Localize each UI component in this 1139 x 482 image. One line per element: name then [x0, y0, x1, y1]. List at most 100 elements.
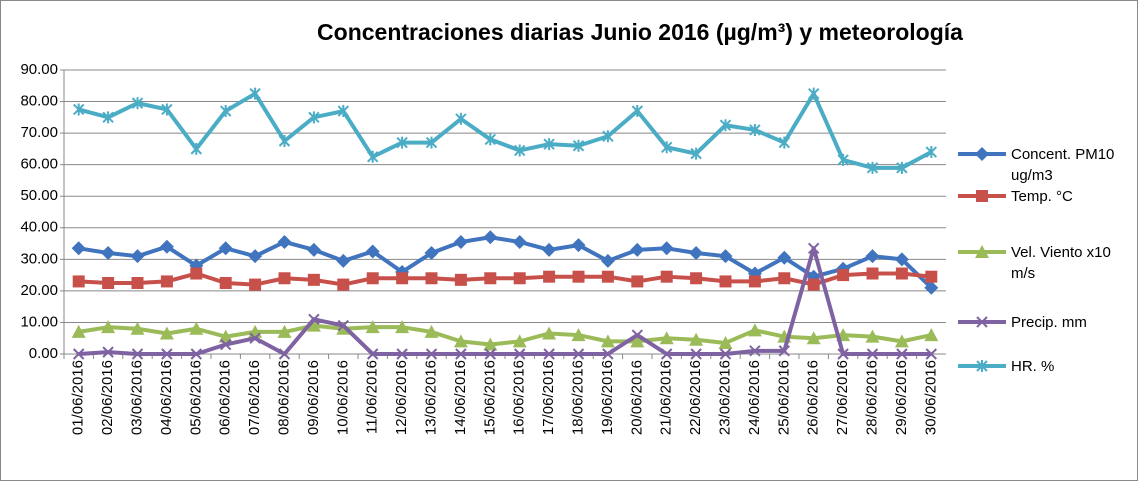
- marker: [72, 103, 85, 116]
- marker: [336, 253, 351, 268]
- marker: [866, 267, 879, 280]
- marker: [602, 130, 614, 143]
- y-tick-label: 50.00: [20, 187, 58, 204]
- marker: [278, 135, 291, 147]
- marker: [807, 87, 820, 100]
- marker: [543, 348, 555, 360]
- x-tick-label: 07/06/2016: [246, 360, 263, 435]
- x-tick-label: 03/06/2016: [128, 360, 145, 435]
- marker: [219, 277, 232, 289]
- marker: [600, 334, 615, 348]
- marker: [542, 242, 557, 257]
- chart-title: Concentraciones diarias Junio 2016 (µg/m…: [317, 19, 963, 45]
- marker: [219, 105, 232, 118]
- marker: [337, 105, 350, 118]
- legend-label: Concent. PM10 ug/m3: [1011, 146, 1115, 184]
- marker: [102, 111, 114, 124]
- marker: [865, 329, 880, 343]
- x-tick-label: 14/06/2016: [452, 360, 469, 435]
- legend-label: Vel. Viento x10 m/s: [1011, 244, 1111, 282]
- marker: [366, 272, 379, 285]
- marker: [190, 348, 203, 360]
- marker: [925, 348, 938, 360]
- marker: [925, 146, 938, 159]
- marker: [455, 112, 467, 125]
- marker: [689, 246, 704, 261]
- marker: [924, 280, 939, 295]
- marker: [483, 337, 498, 351]
- legend-label: Precip. mm: [1011, 314, 1087, 331]
- x-tick-label: 23/06/2016: [716, 360, 733, 435]
- marker: [249, 87, 261, 100]
- series-line: [78, 235, 933, 290]
- marker: [159, 326, 174, 340]
- marker: [72, 348, 85, 360]
- marker: [894, 334, 909, 348]
- marker: [778, 345, 791, 357]
- x-tick-label: 18/06/2016: [569, 360, 586, 435]
- y-tick-label: 80.00: [20, 93, 58, 110]
- x-tick-label: 29/06/2016: [893, 360, 910, 435]
- marker: [659, 331, 674, 345]
- marker: [660, 270, 673, 283]
- marker: [837, 348, 849, 360]
- x-tick-label: 08/06/2016: [275, 360, 292, 435]
- marker: [571, 328, 586, 342]
- x-tick-label: 13/06/2016: [422, 360, 439, 435]
- marker: [306, 318, 321, 332]
- marker: [778, 136, 791, 149]
- y-tick-label: 60.00: [20, 156, 58, 173]
- marker: [71, 324, 86, 338]
- marker: [896, 348, 908, 360]
- marker: [572, 270, 585, 283]
- marker: [278, 348, 291, 360]
- x-tick-label: 02/06/2016: [99, 360, 116, 435]
- marker: [865, 249, 880, 264]
- x-tick-label: 17/06/2016: [540, 360, 557, 435]
- marker: [719, 119, 732, 132]
- marker: [190, 142, 203, 155]
- marker: [837, 153, 849, 166]
- marker: [101, 246, 116, 261]
- marker: [396, 272, 409, 285]
- marker: [513, 144, 526, 157]
- marker: [543, 270, 556, 283]
- marker: [337, 278, 350, 291]
- marker: [337, 319, 350, 332]
- marker: [718, 249, 733, 264]
- marker: [101, 320, 116, 334]
- marker: [130, 249, 145, 264]
- marker: [278, 272, 291, 285]
- marker: [218, 241, 233, 256]
- marker: [161, 103, 173, 116]
- marker: [512, 234, 527, 249]
- x-tick-label: 15/06/2016: [481, 360, 498, 435]
- marker: [102, 346, 114, 358]
- marker: [189, 321, 204, 335]
- marker: [396, 348, 408, 360]
- marker: [600, 253, 615, 268]
- marker: [102, 277, 115, 289]
- marker: [719, 348, 732, 360]
- marker: [308, 313, 320, 325]
- marker: [131, 97, 144, 110]
- marker: [689, 332, 704, 346]
- marker: [975, 245, 989, 258]
- marker: [190, 267, 203, 280]
- marker: [425, 272, 438, 285]
- x-tick-label: 04/06/2016: [158, 360, 175, 435]
- marker: [718, 335, 733, 349]
- marker: [424, 246, 439, 261]
- x-tick-label: 19/06/2016: [599, 360, 616, 435]
- x-tick-label: 11/06/2016: [364, 360, 381, 434]
- marker: [866, 348, 879, 360]
- marker: [630, 242, 645, 257]
- x-tick-label: 01/06/2016: [70, 360, 87, 435]
- marker: [602, 348, 614, 360]
- marker: [777, 250, 792, 265]
- marker: [572, 139, 585, 152]
- marker: [130, 321, 145, 335]
- marker: [277, 324, 292, 338]
- marker: [630, 334, 645, 348]
